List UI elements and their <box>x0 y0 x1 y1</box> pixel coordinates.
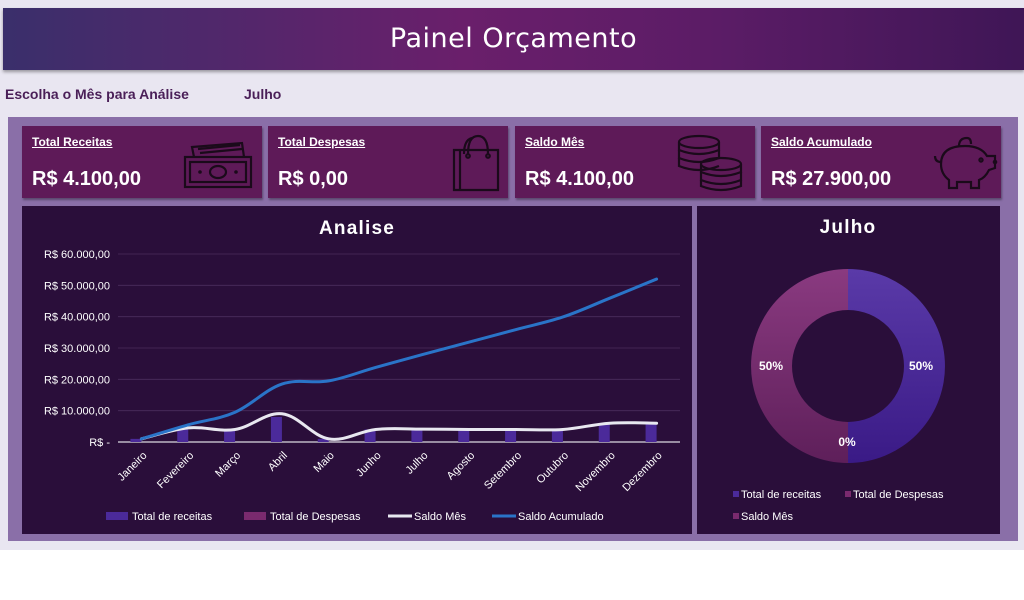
bar-receitas <box>598 423 610 442</box>
shopping-bag-icon <box>452 134 500 192</box>
x-tick-label: Janeiro <box>116 450 150 484</box>
piggy-bank-icon <box>933 136 998 190</box>
x-tick-label: Outubro <box>534 450 571 487</box>
x-tick-label: Março <box>213 450 243 480</box>
legend-swatch <box>733 491 739 497</box>
card-value: R$ 4.100,00 <box>525 168 634 190</box>
x-tick-label: Junho <box>354 450 384 480</box>
legend-label: Saldo Acumulado <box>518 511 604 523</box>
bar-receitas <box>224 429 236 442</box>
card-total-receitas: Total Receitas R$ 4.100,00 <box>22 126 262 198</box>
x-tick-label: Agosto <box>445 450 478 483</box>
line-saldo-mes <box>139 412 659 441</box>
julho-donut-svg: Julho 50% 0% 50% Total de receitas Total de… <box>733 217 945 523</box>
legend-label: Total de receitas <box>132 511 213 523</box>
slice-label: 50% <box>759 359 783 373</box>
legend-swatch <box>244 512 266 520</box>
money-icon <box>183 141 253 189</box>
x-tick-label: Julho <box>403 450 430 477</box>
bar-receitas <box>270 416 282 442</box>
legend-label: Saldo Mês <box>741 511 793 523</box>
julho-donut-chart: Julho 50% 0% 50% Total de receitas Total de… <box>697 206 1000 534</box>
x-tick-label: Setembro <box>482 450 524 492</box>
bar-receitas <box>645 423 657 442</box>
x-tick-label: Novembro <box>574 450 618 494</box>
y-tick-label: R$ 50.000,00 <box>44 280 110 292</box>
card-label: Saldo Mês <box>525 135 585 149</box>
legend-label: Total de Despesas <box>853 489 944 501</box>
card-value: R$ 27.900,00 <box>771 168 892 190</box>
page-title: Painel Orçamento <box>389 23 638 54</box>
y-tick-label: R$ 60.000,00 <box>44 249 110 261</box>
legend-swatch <box>845 491 851 497</box>
bar-receitas <box>458 429 470 442</box>
legend-label: Total de receitas <box>741 489 822 501</box>
bar-receitas <box>130 438 142 442</box>
card-saldo-acumulado: Saldo Acumulado R$ 27.900,00 <box>761 126 1001 198</box>
line-saldo-acumulado <box>139 277 659 441</box>
month-selector-label: Escolha o Mês para Análise <box>5 86 189 102</box>
legend-label: Total de Despesas <box>270 511 361 523</box>
legend-swatch <box>733 513 739 519</box>
analise-chart-svg: Analise R$ 60.000,00 R$ 50.000,00 R$ 40.00… <box>44 218 680 523</box>
slice-label: 50% <box>909 359 933 373</box>
legend-label: Saldo Mês <box>414 511 466 523</box>
x-tick-label: Dezembro <box>620 450 664 494</box>
y-tick-label: R$ 30.000,00 <box>44 343 110 355</box>
card-label: Total Receitas <box>32 135 113 149</box>
chart-title: Julho <box>820 217 877 238</box>
card-total-despesas: Total Despesas R$ 0,00 <box>268 126 508 198</box>
legend-swatch <box>106 512 128 520</box>
card-value: R$ 0,00 <box>278 168 349 190</box>
month-selector-value[interactable]: Julho <box>244 86 282 102</box>
x-tick-label: Fevereiro <box>155 450 196 491</box>
bar-receitas <box>364 429 376 442</box>
donut-slice <box>848 269 945 463</box>
card-saldo-mes: Saldo Mês R$ 4.100,00 <box>515 126 755 198</box>
bar-receitas <box>551 429 563 442</box>
bar-receitas <box>177 429 189 442</box>
header-banner: Painel Orçamento <box>3 8 1024 70</box>
chart-title: Analise <box>319 218 395 239</box>
bar-receitas <box>317 438 329 442</box>
slice-label: 0% <box>838 435 856 449</box>
card-label: Saldo Acumulado <box>771 135 872 149</box>
y-tick-label: R$ 40.000,00 <box>44 312 110 324</box>
coins-icon <box>677 134 743 192</box>
bar-receitas <box>505 429 517 442</box>
y-tick-label: R$ 10.000,00 <box>44 406 110 418</box>
y-tick-label: R$ 20.000,00 <box>44 374 110 386</box>
x-tick-label: Maio <box>312 450 337 475</box>
card-value: R$ 4.100,00 <box>32 168 141 190</box>
analise-chart: Analise R$ 60.000,00 R$ 50.000,00 R$ 40.00… <box>22 206 692 534</box>
y-tick-label: R$ - <box>89 437 110 449</box>
donut-slice <box>751 269 848 463</box>
x-tick-label: Abril <box>266 450 290 474</box>
bar-receitas <box>411 429 423 442</box>
card-label: Total Despesas <box>278 135 366 149</box>
